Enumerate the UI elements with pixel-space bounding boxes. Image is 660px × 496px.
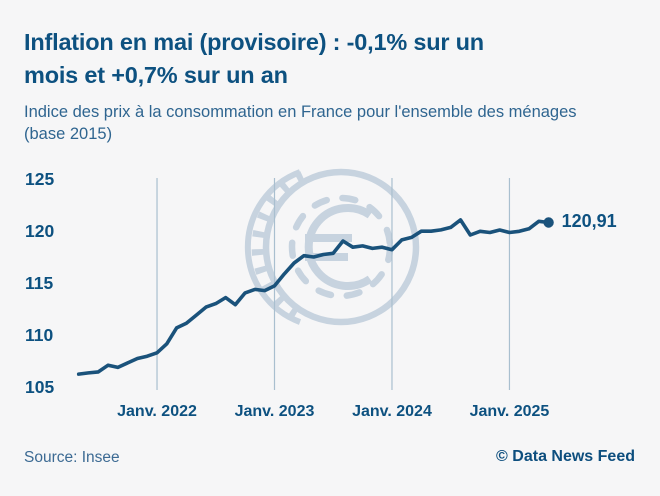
chart-subtitle: Indice des prix à la consommation en Fra… [24,101,644,145]
x-axis-tick-label: Janv. 2024 [352,403,432,420]
subtitle-line-2: (base 2015) [24,125,113,143]
title-line-2: mois et +0,7% sur un an [24,62,288,88]
y-axis-tick-label: 105 [25,377,55,397]
y-axis-tick-label: 125 [25,169,55,189]
y-axis-tick-label: 115 [25,273,54,293]
title-line-1: Inflation en mai (provisoire) : -0,1% su… [24,29,484,55]
source-caption: Source: Insee [24,449,120,466]
year-gridlines [156,178,511,390]
x-axis-tick-label: Janv. 2025 [469,403,550,420]
cpi-line-series [76,218,551,376]
euro-coin-watermark-icon [244,168,420,326]
last-point-marker [543,217,554,228]
page-title: Inflation en mai (provisoire) : -0,1% su… [24,26,636,92]
last-value-label: 120,91 [561,210,617,231]
x-axis-tick-label: Janv. 2023 [234,403,315,420]
brand-credit: © Data News Feed [496,448,635,465]
subtitle-line-1: Indice des prix à la consommation en Fra… [24,103,577,121]
x-axis-tick-label: Janv. 2022 [117,403,197,420]
y-axis-tick-label: 110 [25,325,54,345]
y-axis-tick-label: 120 [25,221,55,241]
